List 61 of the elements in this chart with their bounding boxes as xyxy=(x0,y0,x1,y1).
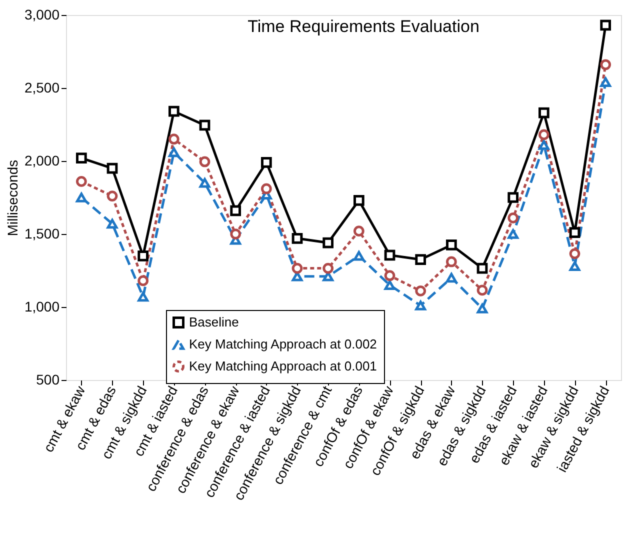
point xyxy=(230,228,242,240)
point xyxy=(446,256,457,268)
point xyxy=(138,250,149,262)
point xyxy=(260,157,272,168)
point xyxy=(260,183,272,194)
point xyxy=(199,156,210,168)
point xyxy=(106,162,118,174)
y-tick-label: 1,500 xyxy=(24,226,60,242)
point xyxy=(292,232,303,244)
point xyxy=(322,237,334,248)
point xyxy=(168,147,180,158)
point xyxy=(76,152,87,164)
point xyxy=(415,300,426,310)
point xyxy=(353,251,364,261)
point xyxy=(353,226,364,237)
point xyxy=(508,212,519,224)
point xyxy=(168,106,180,117)
point xyxy=(569,248,580,260)
legend-label: Baseline xyxy=(189,314,239,330)
point xyxy=(600,59,612,70)
point xyxy=(476,262,488,274)
point xyxy=(600,77,612,88)
point xyxy=(476,284,488,296)
point xyxy=(569,261,580,271)
point xyxy=(230,205,242,216)
y-tick-label: 500 xyxy=(36,372,60,388)
y-tick-label: 2,500 xyxy=(24,80,60,96)
point xyxy=(76,176,87,187)
point xyxy=(538,140,550,150)
y-tick-label: 2,000 xyxy=(24,152,60,168)
point xyxy=(199,120,210,131)
point xyxy=(600,20,612,31)
y-tick-label: 1,000 xyxy=(24,298,60,314)
point xyxy=(384,270,396,282)
y-axis-title: Milliseconds xyxy=(4,160,20,236)
point xyxy=(508,192,519,203)
point xyxy=(199,178,210,188)
chart-title: Time Requirements Evaluation xyxy=(248,17,480,36)
point xyxy=(538,129,550,140)
point xyxy=(476,304,488,314)
point xyxy=(415,254,426,265)
point xyxy=(76,192,87,202)
point xyxy=(138,275,149,286)
y-tick-label: 3,000 xyxy=(24,6,60,22)
point xyxy=(292,262,303,274)
point xyxy=(446,240,457,250)
point xyxy=(168,134,180,145)
point xyxy=(569,227,580,238)
point xyxy=(138,292,149,302)
legend-label: Key Matching Approach at 0.002 xyxy=(189,336,377,352)
point xyxy=(415,286,426,296)
point xyxy=(508,229,519,239)
point xyxy=(353,194,364,206)
point xyxy=(384,250,396,261)
point xyxy=(538,107,550,118)
point xyxy=(322,262,334,274)
point xyxy=(446,272,457,283)
point xyxy=(106,190,118,202)
legend-label: Key Matching Approach at 0.001 xyxy=(189,358,377,374)
point xyxy=(106,218,118,229)
point xyxy=(384,280,396,290)
